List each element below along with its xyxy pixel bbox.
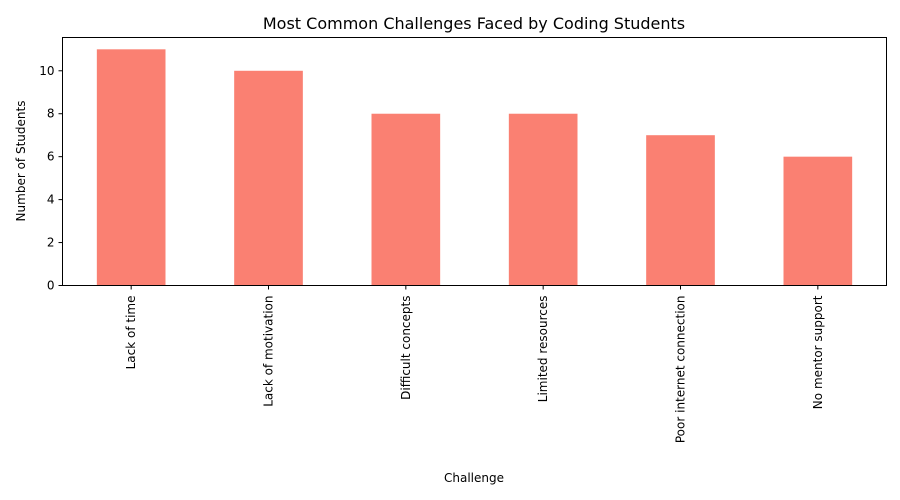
y-tick-label: 4: [47, 193, 55, 207]
y-tick-label: 10: [39, 64, 54, 78]
y-tick-label: 8: [47, 107, 55, 121]
y-tick-label: 0: [47, 279, 55, 293]
chart-title: Most Common Challenges Faced by Coding S…: [263, 14, 685, 33]
y-tick-label: 6: [47, 150, 55, 164]
bar-0: [96, 49, 166, 286]
y-tick-label: 2: [47, 236, 55, 250]
x-tick-label: Limited resources: [536, 296, 550, 403]
bar-5: [783, 156, 853, 286]
y-axis-label: Number of Students: [14, 101, 28, 222]
bar-1: [234, 70, 303, 286]
plot-frame: [62, 37, 887, 286]
x-tick-label: Lack of motivation: [262, 296, 276, 407]
x-axis-label: Challenge: [444, 471, 504, 485]
bar-2: [371, 113, 441, 286]
x-tick-label: Difficult concepts: [399, 296, 413, 400]
x-axis: Lack of time Lack of motivation Difficult …: [124, 285, 825, 444]
bar-3: [508, 113, 578, 286]
x-tick-label: Lack of time: [124, 296, 138, 370]
bars-layer: [96, 49, 853, 286]
y-axis: 0 2 4 6 8 10: [39, 64, 63, 293]
bar-4: [646, 135, 715, 286]
x-tick-label: Poor internet connection: [674, 296, 688, 444]
x-tick-label: No mentor support: [811, 295, 825, 409]
